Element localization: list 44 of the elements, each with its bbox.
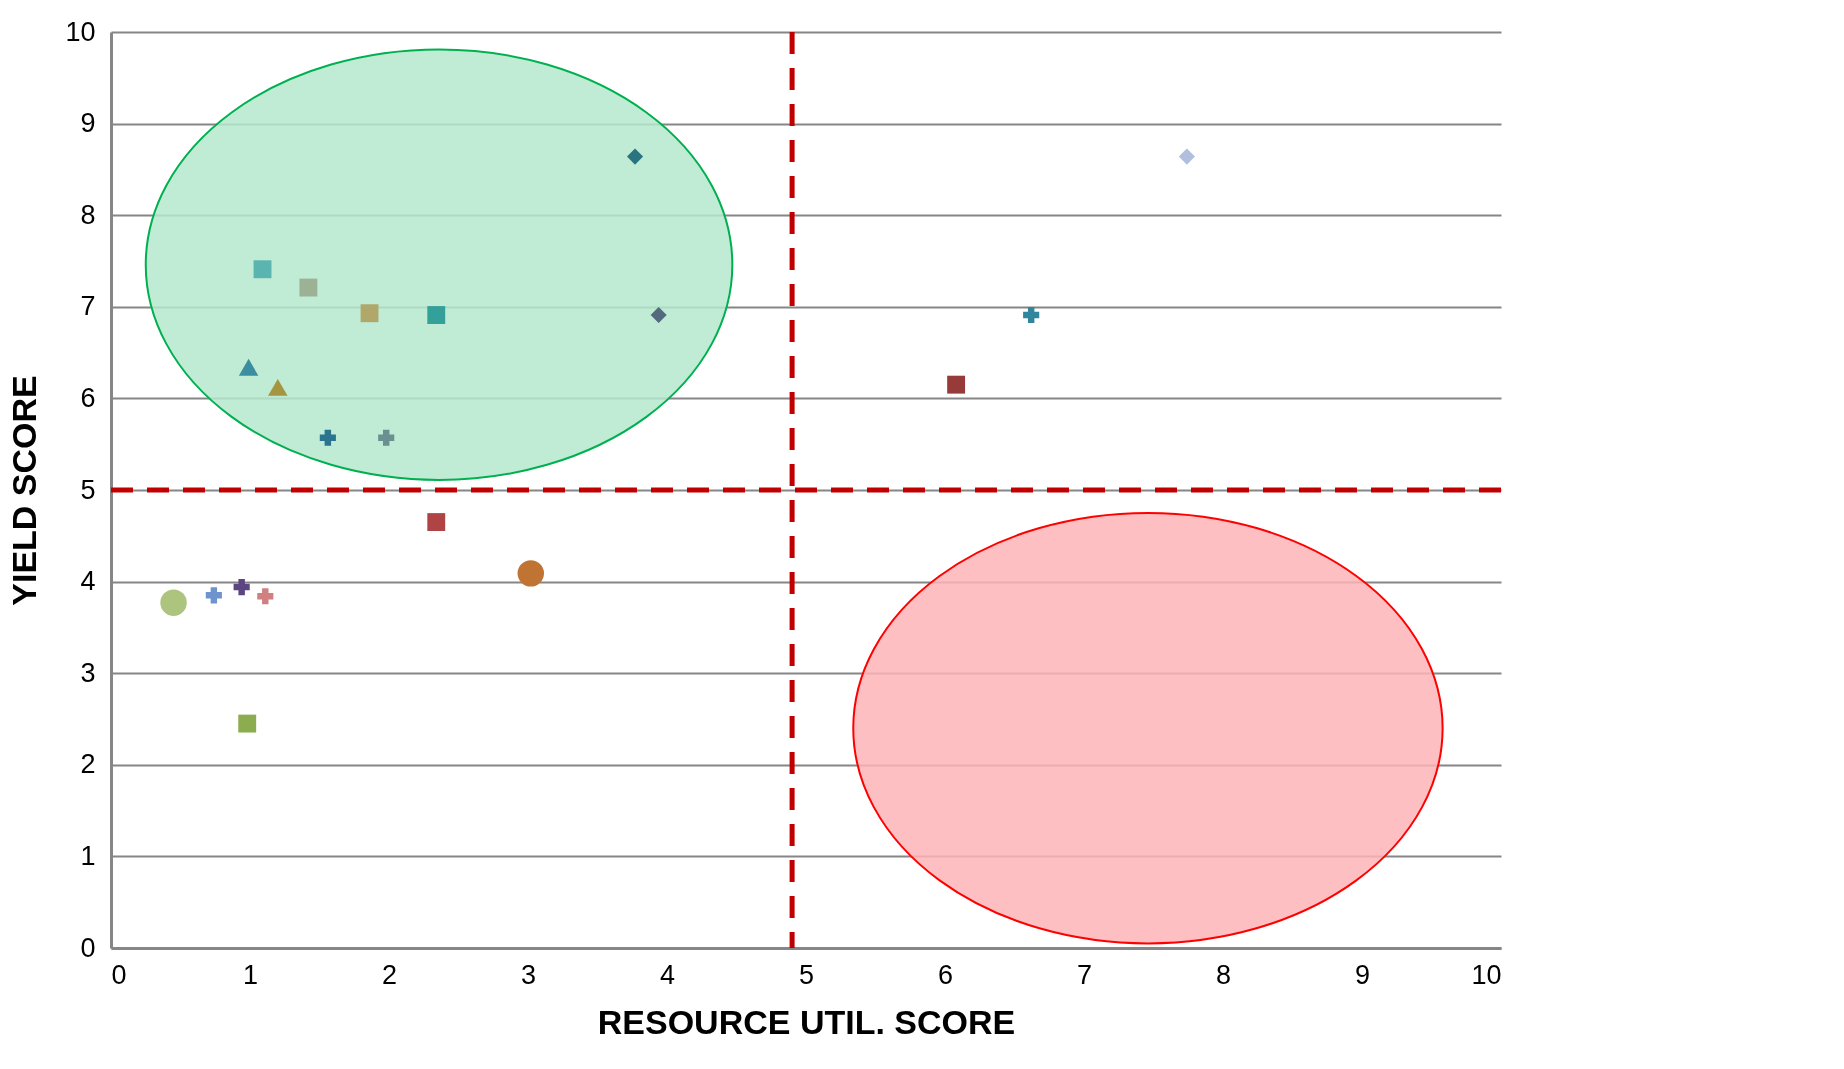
- point: [268, 378, 288, 396]
- y-tick-label: 7: [80, 291, 96, 322]
- x-tick-label: 3: [520, 959, 537, 990]
- x-tick-label: 8: [1215, 959, 1232, 990]
- point: [238, 714, 257, 733]
- x-tick-label: 7: [1076, 959, 1093, 990]
- y-axis-title: YIELD SCORE: [5, 375, 44, 606]
- x-tick-label: 1: [242, 959, 259, 990]
- point: [650, 306, 667, 324]
- point: [205, 587, 222, 604]
- y-tick-label: 9: [80, 108, 96, 139]
- y-tick-label: 1: [80, 840, 96, 871]
- x-tick-label: 10: [1471, 959, 1502, 990]
- y-tick-label: 6: [80, 382, 96, 413]
- point: [160, 589, 187, 616]
- point: [299, 278, 318, 297]
- y-tick-label: 10: [65, 16, 96, 47]
- point: [238, 358, 259, 376]
- point: [253, 260, 272, 279]
- y-tick-label: 5: [80, 474, 96, 505]
- point: [947, 375, 966, 394]
- point: [1023, 306, 1040, 324]
- x-axis-title: RESOURCE UTIL. SCORE: [597, 1002, 1016, 1041]
- point: [233, 579, 250, 596]
- y-tick-label: 0: [80, 932, 96, 963]
- x-tick-label: 5: [798, 959, 815, 990]
- point: [319, 429, 336, 446]
- y-tick-label: 2: [80, 749, 96, 780]
- x-tick-label: 9: [1354, 959, 1371, 990]
- x-tick-label: 6: [937, 959, 954, 990]
- point: [378, 429, 395, 446]
- point: [427, 513, 446, 531]
- y-tick-label: 8: [80, 199, 96, 230]
- point: [360, 304, 379, 323]
- y-tick-label: 3: [80, 657, 96, 688]
- x-tick-label: 4: [659, 959, 676, 990]
- x-tick-label: 2: [381, 959, 398, 990]
- point: [1178, 148, 1195, 165]
- x-tick-label: 0: [111, 959, 127, 990]
- point: [517, 560, 545, 587]
- y-tick-label: 4: [80, 566, 96, 597]
- point: [257, 588, 274, 605]
- point: [626, 148, 644, 165]
- point: [427, 306, 446, 324]
